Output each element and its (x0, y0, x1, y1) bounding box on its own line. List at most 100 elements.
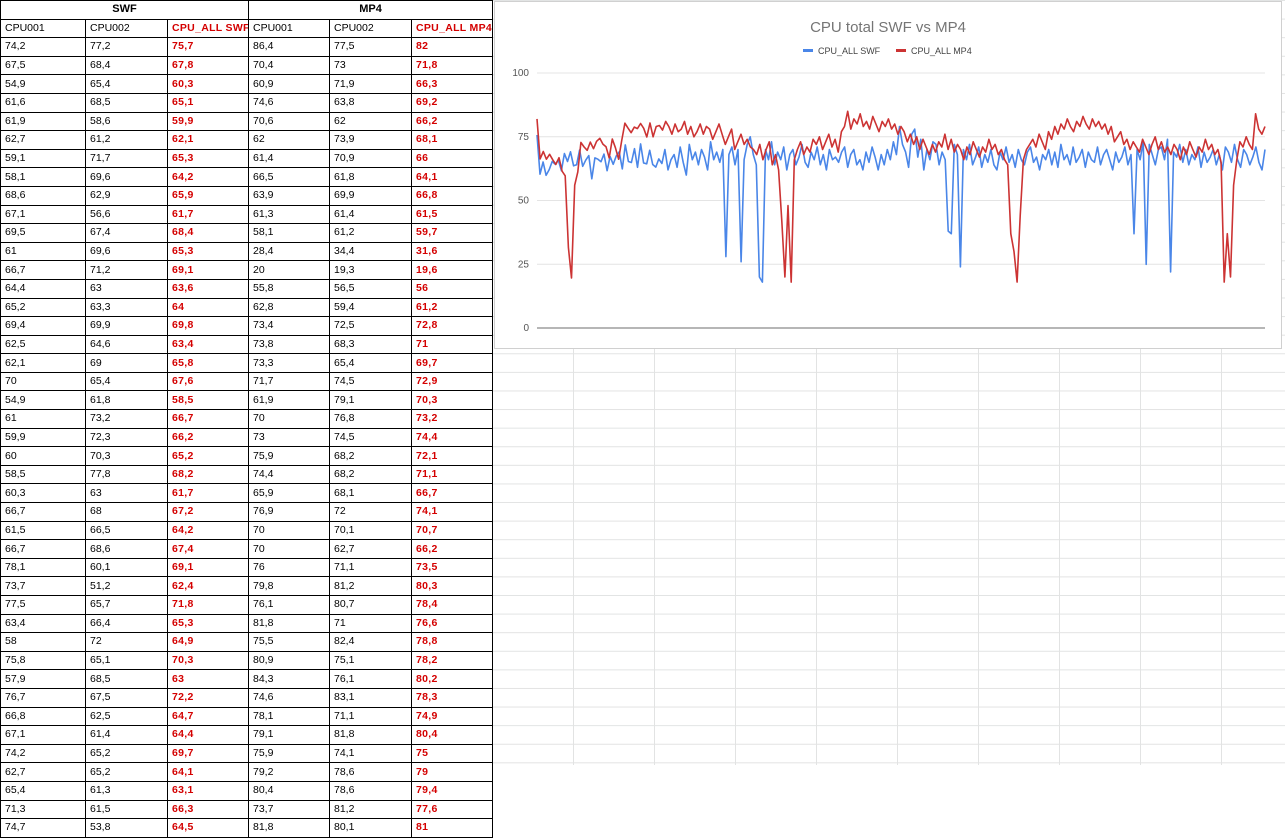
cell-cpu-all-mp4[interactable]: 77,6 (411, 799, 493, 820)
cell-cpu002-swf[interactable]: 68,5 (85, 92, 168, 113)
cell-cpu-all-swf[interactable]: 68,4 (167, 223, 249, 243)
cell-cpu001-swf[interactable]: 58,5 (0, 464, 86, 485)
cell-cpu-all-mp4[interactable]: 72,9 (411, 371, 493, 392)
cell-cpu-all-mp4[interactable]: 69,2 (411, 92, 493, 113)
cell-cpu-all-swf[interactable]: 67,6 (167, 371, 249, 392)
cell-cpu001-swf[interactable]: 65,2 (0, 297, 86, 318)
cell-cpu001-mp4[interactable]: 73,3 (248, 353, 330, 373)
cell-cpu-all-mp4[interactable]: 80,2 (411, 669, 493, 689)
cell-cpu001-mp4[interactable]: 76 (248, 557, 330, 578)
column-header-cpu001-swf[interactable]: CPU001 (0, 18, 86, 39)
cell-cpu-all-swf[interactable]: 64,2 (167, 520, 249, 541)
cell-cpu002-swf[interactable]: 65,4 (85, 371, 168, 392)
column-header-cpu002-mp4[interactable]: CPU002 (329, 18, 412, 39)
cell-cpu001-swf[interactable]: 61,5 (0, 520, 86, 541)
cell-cpu002-mp4[interactable]: 81,2 (329, 799, 412, 820)
cell-cpu-all-swf[interactable]: 65,9 (167, 185, 249, 206)
cell-cpu001-mp4[interactable]: 20 (248, 260, 330, 280)
cell-cpu002-mp4[interactable]: 80,7 (329, 595, 412, 615)
cell-cpu001-mp4[interactable]: 73,7 (248, 799, 330, 820)
cell-cpu-all-mp4[interactable]: 78,3 (411, 687, 493, 708)
cell-cpu001-swf[interactable]: 66,7 (0, 260, 86, 280)
cell-cpu001-swf[interactable]: 74,2 (0, 743, 86, 764)
cell-cpu002-mp4[interactable]: 61,4 (329, 204, 412, 225)
cell-cpu001-mp4[interactable]: 75,9 (248, 743, 330, 764)
cell-cpu-all-swf[interactable]: 68,2 (167, 464, 249, 485)
cell-cpu-all-swf[interactable]: 63,6 (167, 278, 249, 299)
cell-cpu002-mp4[interactable]: 83,1 (329, 687, 412, 708)
cell-cpu-all-mp4[interactable]: 56 (411, 278, 493, 299)
cell-cpu-all-swf[interactable]: 65,8 (167, 353, 249, 373)
cell-cpu-all-swf[interactable]: 70,3 (167, 650, 249, 671)
column-header-cpu001-mp4[interactable]: CPU001 (248, 18, 330, 39)
cell-cpu002-mp4[interactable]: 70,1 (329, 520, 412, 541)
cell-cpu001-mp4[interactable]: 66,5 (248, 167, 330, 187)
cell-cpu001-mp4[interactable]: 76,9 (248, 502, 330, 522)
cell-cpu-all-swf[interactable]: 69,8 (167, 316, 249, 336)
cell-cpu002-mp4[interactable]: 61,2 (329, 223, 412, 243)
cell-cpu-all-swf[interactable]: 62,4 (167, 576, 249, 596)
cell-cpu-all-swf[interactable]: 64,2 (167, 167, 249, 187)
cell-cpu002-swf[interactable]: 63 (85, 483, 168, 504)
cell-cpu-all-swf[interactable]: 71,8 (167, 595, 249, 615)
cell-cpu002-swf[interactable]: 61,2 (85, 130, 168, 150)
cell-cpu001-mp4[interactable]: 75,9 (248, 446, 330, 466)
cell-cpu-all-mp4[interactable]: 70,7 (411, 520, 493, 541)
cell-cpu-all-mp4[interactable]: 66,2 (411, 111, 493, 132)
cell-cpu002-swf[interactable]: 67,5 (85, 687, 168, 708)
cell-cpu-all-swf[interactable]: 67,2 (167, 502, 249, 522)
cell-cpu-all-mp4[interactable]: 61,2 (411, 297, 493, 318)
cell-cpu002-swf[interactable]: 56,6 (85, 204, 168, 225)
group-header-swf[interactable]: SWF (0, 0, 249, 20)
cell-cpu-all-mp4[interactable]: 70,3 (411, 390, 493, 411)
cell-cpu002-mp4[interactable]: 78,6 (329, 762, 412, 782)
cell-cpu001-swf[interactable]: 58,1 (0, 167, 86, 187)
cell-cpu002-swf[interactable]: 68,4 (85, 55, 168, 76)
cell-cpu001-mp4[interactable]: 28,4 (248, 241, 330, 262)
cell-cpu001-swf[interactable]: 66,8 (0, 706, 86, 727)
cell-cpu002-swf[interactable]: 63 (85, 278, 168, 299)
series-line-cpu-all-swf[interactable] (536, 125, 1266, 283)
cell-cpu001-swf[interactable]: 62,7 (0, 130, 86, 150)
cell-cpu001-mp4[interactable]: 81,8 (248, 818, 330, 838)
cell-cpu001-swf[interactable]: 54,9 (0, 390, 86, 411)
cell-cpu-all-swf[interactable]: 63,4 (167, 334, 249, 355)
cell-cpu002-swf[interactable]: 65,2 (85, 743, 168, 764)
cell-cpu001-mp4[interactable]: 70 (248, 520, 330, 541)
cell-cpu001-swf[interactable]: 61,6 (0, 92, 86, 113)
cell-cpu002-swf[interactable]: 71,2 (85, 260, 168, 280)
cell-cpu-all-swf[interactable]: 72,2 (167, 687, 249, 708)
cell-cpu001-mp4[interactable]: 79,8 (248, 576, 330, 596)
cell-cpu002-swf[interactable]: 72 (85, 632, 168, 652)
cell-cpu001-mp4[interactable]: 63,9 (248, 185, 330, 206)
cell-cpu001-swf[interactable]: 68,6 (0, 185, 86, 206)
cell-cpu001-mp4[interactable]: 73,8 (248, 334, 330, 355)
cell-cpu002-swf[interactable]: 66,4 (85, 613, 168, 634)
cell-cpu001-swf[interactable]: 74,2 (0, 37, 86, 57)
cell-cpu-all-mp4[interactable]: 74,9 (411, 706, 493, 727)
cell-cpu-all-swf[interactable]: 75,7 (167, 37, 249, 57)
cell-cpu002-mp4[interactable]: 71,9 (329, 74, 412, 94)
cell-cpu001-mp4[interactable]: 75,5 (248, 632, 330, 652)
cell-cpu002-mp4[interactable]: 78,6 (329, 780, 412, 801)
cell-cpu002-swf[interactable]: 64,6 (85, 334, 168, 355)
cell-cpu002-swf[interactable]: 67,4 (85, 223, 168, 243)
cell-cpu-all-swf[interactable]: 67,8 (167, 55, 249, 76)
cell-cpu002-mp4[interactable]: 77,5 (329, 37, 412, 57)
cell-cpu002-mp4[interactable]: 80,1 (329, 818, 412, 838)
cell-cpu002-mp4[interactable]: 72,5 (329, 316, 412, 336)
cell-cpu001-swf[interactable]: 66,7 (0, 539, 86, 559)
cell-cpu001-swf[interactable]: 63,4 (0, 613, 86, 634)
cell-cpu001-mp4[interactable]: 61,3 (248, 204, 330, 225)
cell-cpu001-mp4[interactable]: 74,6 (248, 687, 330, 708)
cell-cpu-all-mp4[interactable]: 74,1 (411, 502, 493, 522)
cell-cpu002-swf[interactable]: 65,4 (85, 74, 168, 94)
cell-cpu002-swf[interactable]: 61,4 (85, 725, 168, 745)
cell-cpu002-swf[interactable]: 61,3 (85, 780, 168, 801)
cell-cpu002-swf[interactable]: 69,9 (85, 316, 168, 336)
group-header-mp4[interactable]: MP4 (248, 0, 493, 20)
cell-cpu002-mp4[interactable]: 62 (329, 111, 412, 132)
cell-cpu002-mp4[interactable]: 74,5 (329, 371, 412, 392)
cell-cpu-all-mp4[interactable]: 66,7 (411, 483, 493, 504)
cell-cpu002-mp4[interactable]: 73 (329, 55, 412, 76)
